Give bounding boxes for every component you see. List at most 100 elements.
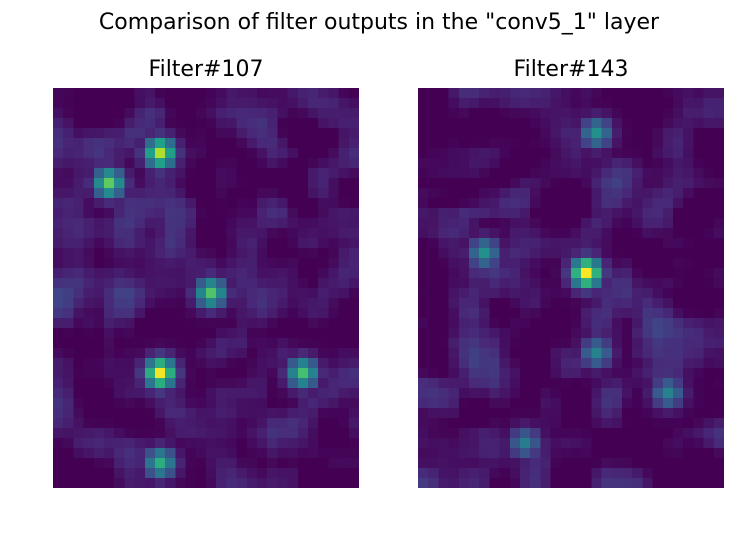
heatmap-cell xyxy=(489,98,500,109)
heatmap-cell xyxy=(693,468,704,479)
heatmap-cell xyxy=(277,398,288,409)
heatmap-cell xyxy=(165,338,176,349)
heatmap-cell xyxy=(93,238,105,249)
heatmap-cell xyxy=(195,238,207,249)
heatmap-cell xyxy=(165,168,176,179)
heatmap-cell xyxy=(428,368,439,379)
heatmap-cell xyxy=(53,238,64,249)
heatmap-cell xyxy=(713,378,724,389)
heatmap-cell xyxy=(673,358,684,369)
heatmap-cell xyxy=(458,458,470,469)
heatmap-cell xyxy=(489,88,500,99)
heatmap-cell xyxy=(144,368,156,379)
heatmap-cell xyxy=(124,468,135,479)
heatmap-cell xyxy=(246,418,258,429)
heatmap-cell xyxy=(226,228,237,239)
heatmap-cell xyxy=(438,408,449,419)
heatmap-cell xyxy=(601,188,613,199)
heatmap-cell xyxy=(683,308,694,319)
heatmap-cell xyxy=(509,288,521,299)
heatmap-cell xyxy=(53,398,64,409)
heatmap-cell xyxy=(236,408,248,419)
heatmap-cell xyxy=(328,358,339,369)
heatmap-cell xyxy=(93,178,105,189)
heatmap-cell xyxy=(560,218,572,229)
heatmap-cell xyxy=(499,368,511,379)
heatmap-cell xyxy=(428,318,439,329)
heatmap-cell xyxy=(662,148,674,159)
heatmap-cell xyxy=(581,278,592,289)
heatmap-cell xyxy=(428,448,439,459)
heatmap-cell xyxy=(144,128,156,139)
heatmap-cell xyxy=(206,368,217,379)
heatmap-cell xyxy=(693,368,704,379)
heatmap-cell xyxy=(642,368,653,379)
heatmap-cell xyxy=(509,448,521,459)
heatmap-cell xyxy=(83,128,95,139)
heatmap-cell xyxy=(114,368,125,379)
heatmap-cell xyxy=(530,228,541,239)
heatmap-cell xyxy=(287,198,299,209)
heatmap-cell xyxy=(581,318,592,329)
heatmap-cell xyxy=(63,408,74,419)
heatmap-cell xyxy=(520,218,531,229)
heatmap-cell xyxy=(318,238,329,249)
heatmap-cell xyxy=(297,378,309,389)
heatmap-cell xyxy=(673,108,684,119)
heatmap-cell xyxy=(257,138,268,149)
heatmap-cell xyxy=(185,478,197,488)
heatmap-cell xyxy=(144,198,156,209)
heatmap-cell xyxy=(713,218,724,229)
heatmap-cell xyxy=(114,318,125,329)
heatmap-cell xyxy=(703,158,715,169)
heatmap-cell xyxy=(257,168,268,179)
heatmap-cell xyxy=(489,248,500,259)
heatmap-cell xyxy=(601,288,613,299)
heatmap-cell xyxy=(550,308,562,319)
heatmap-cell xyxy=(318,148,329,159)
heatmap-cell xyxy=(246,448,258,459)
heatmap-cell xyxy=(124,438,135,449)
heatmap-cell xyxy=(246,408,258,419)
heatmap-cell xyxy=(520,188,531,199)
heatmap-cell xyxy=(134,248,146,259)
heatmap-cell xyxy=(560,318,572,329)
heatmap-cell xyxy=(185,248,197,259)
heatmap-cell xyxy=(216,388,227,399)
heatmap-cell xyxy=(673,448,684,459)
heatmap-cell xyxy=(428,188,439,199)
heatmap-cell xyxy=(93,478,105,488)
heatmap-cell xyxy=(479,118,490,129)
heatmap-cell xyxy=(703,228,715,239)
heatmap-cell xyxy=(114,308,125,319)
heatmap-cell xyxy=(308,308,319,319)
heatmap-cell xyxy=(703,88,715,99)
heatmap-cell xyxy=(418,458,429,469)
heatmap-cell xyxy=(124,178,135,189)
heatmap-cell xyxy=(499,298,511,309)
heatmap-cell xyxy=(83,438,95,449)
heatmap-cell xyxy=(155,98,166,109)
heatmap-cell xyxy=(591,428,602,439)
heatmap-cell xyxy=(611,398,623,409)
heatmap-cell xyxy=(581,348,592,359)
heatmap-cell xyxy=(185,238,197,249)
heatmap-cell xyxy=(530,328,541,339)
heatmap-cell xyxy=(540,158,551,169)
heatmap-cell xyxy=(509,368,521,379)
heatmap-cell xyxy=(571,138,582,149)
heatmap-cell xyxy=(104,468,115,479)
heatmap-cell xyxy=(622,188,633,199)
heatmap-cell xyxy=(509,298,521,309)
heatmap-cell xyxy=(489,168,500,179)
heatmap-cell xyxy=(560,88,572,99)
heatmap-cell xyxy=(277,408,288,419)
heatmap-cell xyxy=(509,98,521,109)
heatmap-cell xyxy=(93,268,105,279)
heatmap-cell xyxy=(185,458,197,469)
heatmap-cell xyxy=(693,458,704,469)
heatmap-cell xyxy=(277,268,288,279)
heatmap-cell xyxy=(73,348,84,359)
heatmap-cell xyxy=(530,458,541,469)
heatmap-cell xyxy=(550,478,562,488)
